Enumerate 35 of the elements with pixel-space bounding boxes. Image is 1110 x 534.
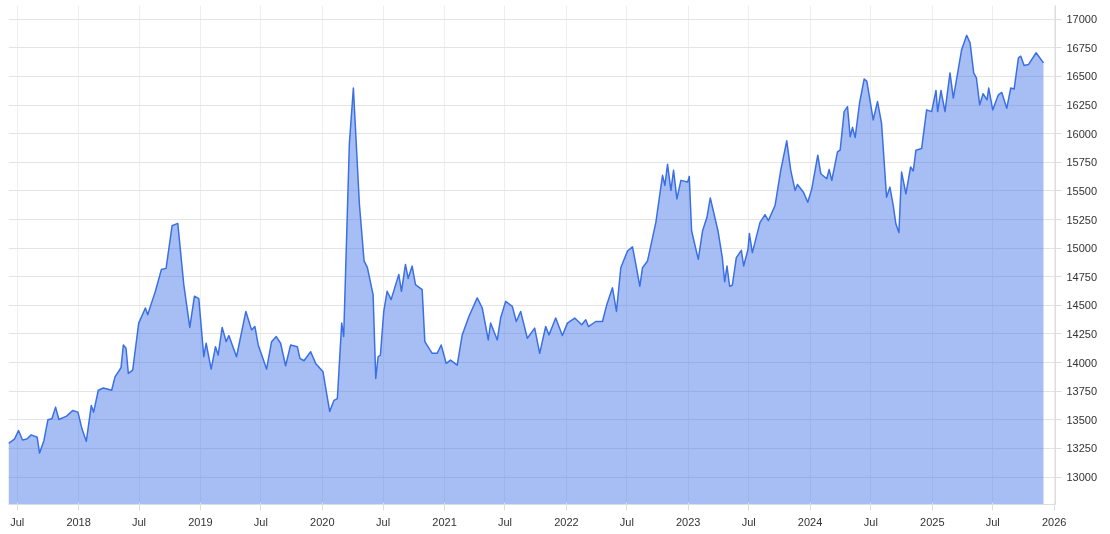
- y-tick-label: 16250: [1066, 99, 1098, 112]
- x-tick-label: 2021: [432, 515, 457, 528]
- x-tick-label: 2026: [1041, 515, 1067, 528]
- y-tick-label: 14000: [1066, 356, 1098, 369]
- y-tick-label: 16000: [1066, 127, 1098, 140]
- y-tick-label: 17000: [1066, 13, 1098, 26]
- y-tick-label: 13000: [1066, 471, 1098, 484]
- x-tick-label: 2025: [920, 515, 945, 528]
- y-tick-label: 15250: [1066, 213, 1098, 226]
- y-tick-label: 16500: [1066, 70, 1098, 83]
- x-tick-label: 2023: [676, 515, 701, 528]
- x-tick-label: 2020: [310, 515, 335, 528]
- x-tick-label: 2018: [66, 515, 91, 528]
- y-tick-label: 14750: [1066, 270, 1098, 283]
- x-tick-label: Jul: [863, 515, 878, 528]
- y-tick-label: 13250: [1066, 442, 1098, 455]
- y-tick-label: 15000: [1066, 242, 1098, 255]
- y-tick-label: 13750: [1066, 385, 1098, 398]
- y-tick-label: 15500: [1066, 184, 1098, 197]
- x-tick-label: Jul: [132, 515, 147, 528]
- x-tick-label: Jul: [10, 515, 25, 528]
- x-tick-label: Jul: [376, 515, 391, 528]
- x-tick-label: Jul: [985, 515, 1000, 528]
- x-tick-label: Jul: [619, 515, 634, 528]
- x-tick-label: Jul: [497, 515, 512, 528]
- y-tick-label: 15750: [1066, 156, 1098, 169]
- y-tick-label: 14250: [1066, 327, 1098, 340]
- x-tick-label: 2024: [797, 515, 823, 528]
- x-tick-label: 2019: [188, 515, 213, 528]
- x-tick-label: 2022: [554, 515, 579, 528]
- y-tick-label: 13500: [1066, 413, 1098, 426]
- y-tick-label: 14500: [1066, 299, 1098, 312]
- y-tick-label: 16750: [1066, 41, 1098, 54]
- x-tick-label: Jul: [253, 515, 268, 528]
- x-tick-label: Jul: [741, 515, 756, 528]
